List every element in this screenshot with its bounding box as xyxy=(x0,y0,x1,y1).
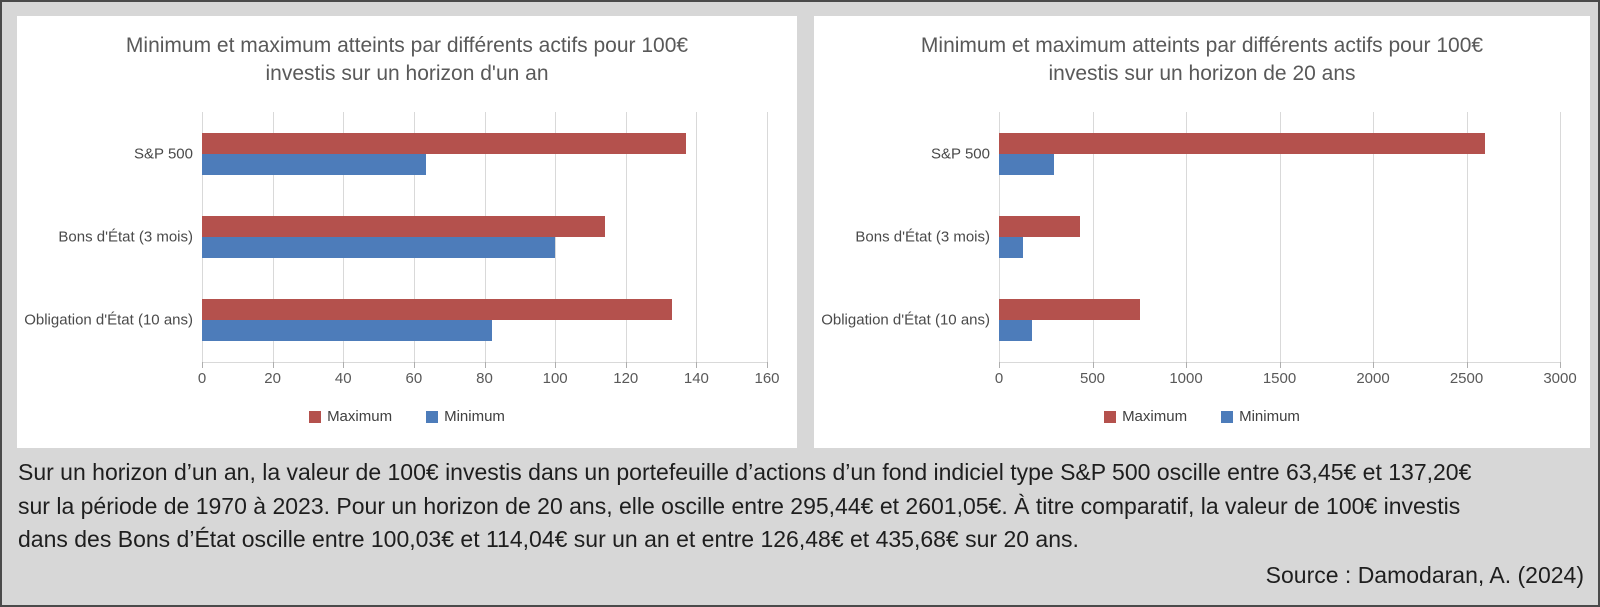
legend-swatch-maximum xyxy=(1104,410,1117,423)
axis-tick-mark xyxy=(484,362,486,368)
chart-panel-horizon-20-ans: Minimum et maximum atteints par différen… xyxy=(814,16,1590,448)
axis-tick-label: 0 xyxy=(197,370,207,387)
axis-tick-label: 500 xyxy=(1079,370,1106,387)
legend-swatch-maximum xyxy=(309,410,322,423)
caption-line-2: sur la période de 1970 à 2023. Pour un h… xyxy=(18,492,1461,519)
chart-title-line-2: investis sur un horizon d'un an xyxy=(265,62,549,85)
bar-minimum-1 xyxy=(202,153,427,175)
gridline xyxy=(1092,112,1094,362)
axis-tick-label: 20 xyxy=(264,370,281,387)
axis-tick-mark xyxy=(343,362,345,368)
category-label: S&P 500 xyxy=(931,145,990,163)
gridline xyxy=(1466,112,1468,362)
axis-tick-mark xyxy=(202,362,203,368)
category-label: Bons d'État (3 mois) xyxy=(58,228,193,246)
gridline xyxy=(1373,112,1374,362)
gridline xyxy=(555,112,557,362)
category-label: Bons d'État (3 mois) xyxy=(855,228,990,246)
bar-minimum-2 xyxy=(202,237,556,258)
category-axis: S&P 500 Bons d'État (3 mois) Obligation d'… xyxy=(17,112,202,362)
axis-tick-label: 60 xyxy=(405,370,423,387)
axis-tick-label: 80 xyxy=(476,370,493,387)
chart-title-line-1: Minimum et maximum atteints par différen… xyxy=(920,34,1484,57)
category-label: S&P 500 xyxy=(134,145,193,163)
axis-tick-label: 160 xyxy=(754,370,780,387)
gridline xyxy=(1560,112,1561,362)
chart-title: Minimum et maximum atteints par différen… xyxy=(27,32,787,88)
axis-tick-label: 120 xyxy=(613,370,639,387)
axis-tick-mark xyxy=(1560,362,1561,368)
bar-maximum-2 xyxy=(999,216,1081,237)
bar-minimum-3 xyxy=(202,320,492,342)
axis-tick-mark xyxy=(767,362,768,368)
gridline xyxy=(696,112,698,362)
legend-label-maximum: Maximum xyxy=(1122,408,1188,425)
axis-tick-label: 1000 xyxy=(1169,370,1203,387)
bar-maximum-2 xyxy=(202,216,605,237)
legend: Maximum Minimum xyxy=(814,408,1590,425)
legend-entry-minimum: Minimum xyxy=(426,408,505,425)
bar-maximum-1 xyxy=(202,132,687,154)
chart-title: Minimum et maximum atteints par différen… xyxy=(824,32,1580,88)
axis-tick-mark xyxy=(1092,362,1094,368)
bar-maximum-3 xyxy=(202,299,672,321)
axis-tick-label: 0 xyxy=(994,370,1004,387)
gridline xyxy=(625,112,627,362)
legend-swatch-minimum xyxy=(1221,410,1234,423)
category-label: Obligation d'État (10 ans) xyxy=(821,311,990,329)
axis-tick-mark xyxy=(272,362,274,368)
gridline xyxy=(767,112,768,362)
axis-tick-mark xyxy=(413,362,415,368)
source-credit: Source : Damodaran, A. (2024) xyxy=(1265,561,1584,588)
axis-tick-mark xyxy=(625,362,627,368)
chart-panel-horizon-1-an: Minimum et maximum atteints par différen… xyxy=(17,16,797,448)
legend-entry-minimum: Minimum xyxy=(1221,408,1300,425)
bar-maximum-3 xyxy=(999,299,1141,321)
axis-tick-mark xyxy=(999,362,1000,368)
axis-tick-label: 2500 xyxy=(1449,370,1484,387)
legend-label-minimum: Minimum xyxy=(1239,408,1300,425)
axis-tick-mark xyxy=(1186,362,1187,368)
chart-title-line-2: investis sur un horizon de 20 ans xyxy=(1048,62,1356,85)
axis-tick-label: 2000 xyxy=(1356,370,1390,387)
legend-entry-maximum: Maximum xyxy=(309,408,392,425)
legend-swatch-minimum xyxy=(426,410,439,423)
value-axis: 0 500 1000 1500 2000 2500 3000 xyxy=(995,370,1577,390)
axis-tick-label: 140 xyxy=(683,370,709,387)
axis-tick-label: 100 xyxy=(542,370,568,387)
plot-area xyxy=(999,112,1561,368)
bar-minimum-1 xyxy=(999,153,1055,175)
axis-tick-mark xyxy=(555,362,557,368)
bar-minimum-2 xyxy=(999,237,1023,258)
caption: Sur un horizon d’un an, la valeur de 100… xyxy=(18,456,1584,592)
axis-tick-label: 1500 xyxy=(1262,370,1297,387)
axis-tick-label: 3000 xyxy=(1543,370,1577,387)
bar-maximum-1 xyxy=(999,132,1486,154)
axis-tick-label: 40 xyxy=(334,370,352,387)
axis-tick-mark xyxy=(696,362,698,368)
gridline xyxy=(1279,112,1281,362)
chart-title-line-1: Minimum et maximum atteints par différen… xyxy=(125,34,689,57)
legend-entry-maximum: Maximum xyxy=(1104,408,1187,425)
value-axis: 0 20 40 60 80 100 120 140 160 xyxy=(198,370,780,390)
axis-tick-mark xyxy=(1373,362,1374,368)
axis-tick-mark xyxy=(1279,362,1281,368)
plot-area xyxy=(202,112,768,368)
legend-label-maximum: Maximum xyxy=(327,408,393,425)
category-axis: S&P 500 Bons d'État (3 mois) Obligation d'… xyxy=(814,112,999,362)
category-label: Obligation d'État (10 ans) xyxy=(24,311,193,329)
axis-tick-mark xyxy=(1466,362,1468,368)
caption-line-3: dans des Bons d’État oscille entre 100,0… xyxy=(18,526,1079,552)
legend-label-minimum: Minimum xyxy=(444,408,505,425)
bar-minimum-3 xyxy=(999,320,1032,342)
gridline xyxy=(1186,112,1187,362)
legend: Maximum Minimum xyxy=(17,408,797,425)
caption-line-1: Sur un horizon d’un an, la valeur de 100… xyxy=(18,459,1472,485)
